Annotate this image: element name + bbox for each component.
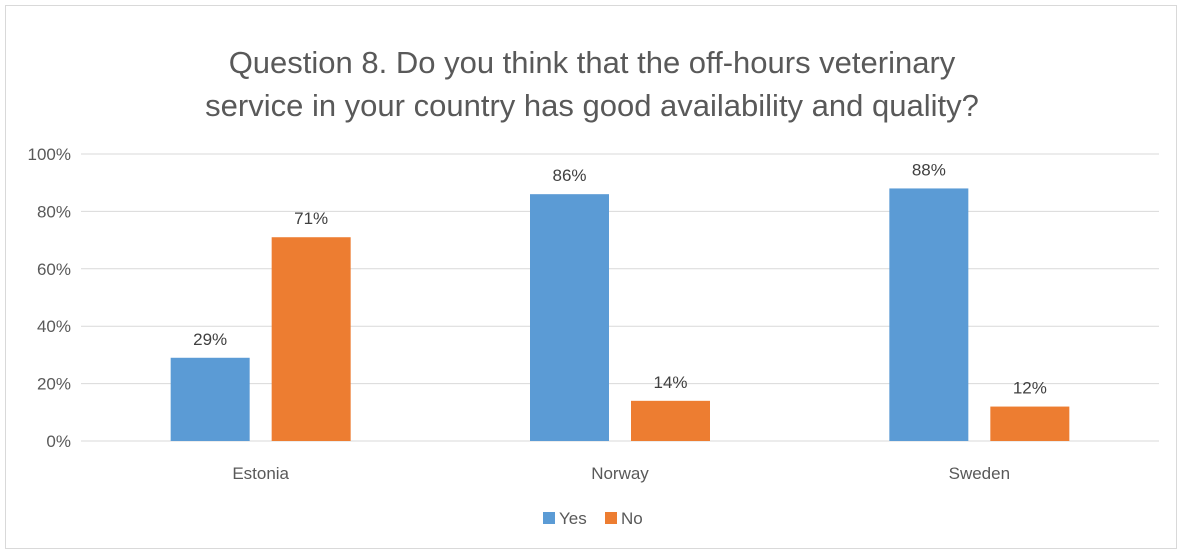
bar-no-norway (631, 400, 710, 441)
chart-title-line-2: service in your country has good availab… (205, 88, 979, 123)
legend-swatch-yes (543, 512, 555, 524)
x-tick-label: Estonia (232, 464, 289, 483)
data-label: 88% (912, 160, 946, 179)
y-tick-label: 40% (37, 317, 71, 336)
bar-yes-sweden (889, 188, 969, 441)
x-axis-ticks: Estonia Norway Sweden (232, 464, 1010, 483)
bar-yes-estonia (170, 357, 250, 441)
data-labels: 29% 71% 86% 14% 88% 12% (193, 160, 1047, 397)
x-tick-label: Norway (591, 464, 649, 483)
y-tick-label: 100% (28, 145, 71, 164)
legend-swatch-no (605, 512, 617, 524)
y-axis-ticks: 0% 20% 40% 60% 80% 100% (28, 145, 71, 451)
x-tick-label: Sweden (949, 464, 1010, 483)
legend-label-no: No (621, 509, 643, 528)
bar-yes-norway (530, 194, 609, 441)
data-label: 71% (294, 209, 328, 228)
legend-label-yes: Yes (559, 509, 587, 528)
chart-title-line-1: Question 8. Do you think that the off-ho… (229, 45, 956, 80)
data-label: 29% (193, 330, 227, 349)
chart-container: Question 8. Do you think that the off-ho… (5, 5, 1177, 549)
data-label: 14% (653, 373, 687, 392)
data-label: 86% (552, 166, 586, 185)
bars (170, 188, 1070, 441)
y-tick-label: 0% (46, 432, 71, 451)
bar-no-sweden (990, 406, 1070, 441)
y-tick-label: 20% (37, 375, 71, 394)
gridlines (81, 153, 1159, 442)
legend: Yes No (543, 509, 643, 528)
y-tick-label: 80% (37, 202, 71, 221)
bar-chart: Question 8. Do you think that the off-ho… (28, 45, 1159, 528)
y-tick-label: 60% (37, 260, 71, 279)
data-label: 12% (1013, 379, 1047, 398)
bar-no-estonia (271, 237, 351, 441)
